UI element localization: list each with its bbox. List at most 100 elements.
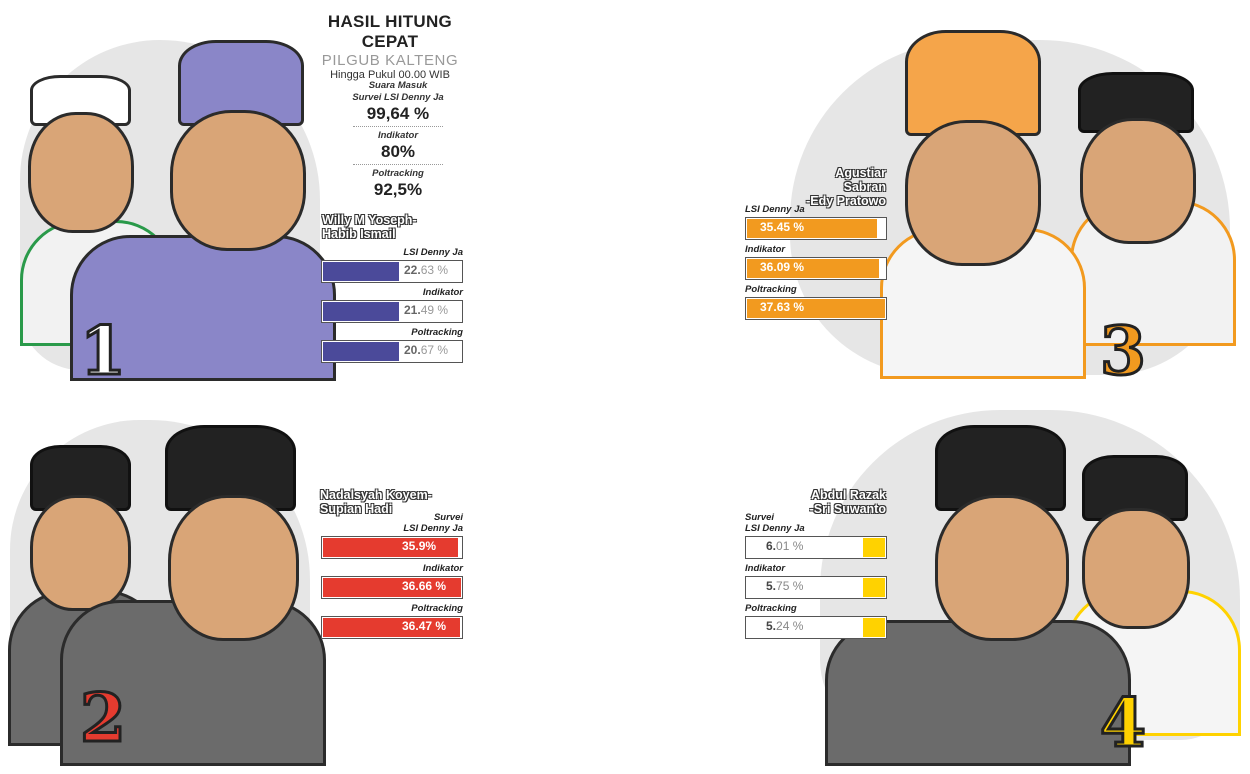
bar-fill [747, 299, 885, 318]
candidate-3-name-line2: -Edy Pratowo [806, 194, 886, 208]
bar-value-int: 5. [766, 579, 777, 593]
bar-value-int: 36. [402, 619, 419, 633]
data-in-label-1b: Survei LSI Denny Ja [352, 92, 444, 103]
bar-value-label: 36.66 % [402, 579, 446, 593]
candidate-2-front-face [168, 495, 299, 641]
chart-title: HASIL HITUNG CEPAT [327, 12, 453, 51]
candidate-4-rear-face [1082, 508, 1190, 629]
survey-label: LSI Denny Ja [403, 247, 463, 258]
survey-label: Indikator [745, 563, 786, 574]
bar-value-int: 35. [760, 220, 777, 234]
bar-value-int: 6. [766, 539, 777, 553]
bar-value-dec: 09 % [776, 260, 805, 274]
candidate-2-name-line2: Supian Hadi [320, 502, 393, 516]
bar-track: 35.45 % [745, 217, 887, 240]
candidate-2-name: Nadalsyah Koyem- Supian Hadi [320, 488, 432, 516]
data-in-value-3: 92,5% [373, 180, 423, 199]
survey-label: Indikator [745, 244, 786, 255]
bar-value-label: 20.67 % [404, 343, 448, 357]
data-in-value-1: 99,64 % [366, 104, 430, 123]
bar-track: 36.09 % [745, 257, 887, 280]
survey-label-prefix: Survei [433, 512, 463, 523]
candidate-4-number: 4 [1099, 684, 1148, 762]
survey-label: Poltracking [745, 284, 797, 295]
candidate-3-survey-bars: LSI Denny Ja 35.45 % Indikator 36.09 % Poltr… [745, 204, 887, 324]
candidate-1-front-face [170, 110, 306, 251]
bar-value-int: 21. [404, 303, 421, 317]
data-in-label-1a: Suara Masuk [368, 80, 428, 91]
bar-value-label: 22.63 % [404, 263, 448, 277]
divider [353, 164, 443, 165]
bar-track: 36.47 % [321, 616, 463, 639]
bar-value-dec: 67 % [420, 343, 449, 357]
chart-subtitle: PILGUB KALTENG [321, 52, 459, 69]
survey-label: Indikator [422, 287, 463, 298]
candidate-1-name: Willy M Yoseph- Habib Ismail [322, 213, 417, 241]
bar-value-dec: 63 % [776, 300, 805, 314]
bar-track: 5.24 % [745, 616, 887, 639]
bar-value-int: 5. [766, 619, 777, 633]
bar-track: 6.01 % [745, 536, 887, 559]
candidate-2-rear-face [30, 495, 131, 611]
bar-fill [747, 219, 877, 238]
bar-value-label: 6.01 % [766, 539, 803, 553]
bar-value-label: 37.63 % [760, 300, 804, 314]
header: HASIL HITUNG CEPAT PILGUB KALTENG Hingga… [300, 12, 480, 81]
bar-value-dec: 01 % [776, 539, 804, 553]
candidate-3-front-hat [905, 30, 1041, 136]
bar-value-int: 35. [402, 539, 419, 553]
survey-label-prefix: Survei [745, 512, 775, 523]
bar-fill [863, 618, 885, 637]
bar-track: 35.9% [321, 536, 463, 559]
candidate-2-name-line1: Nadalsyah Koyem- [320, 488, 432, 502]
candidate-2-number: 2 [79, 679, 128, 757]
candidate-1-rear-face [28, 112, 134, 233]
bar-value-dec: 66 % [418, 579, 447, 593]
bar-value-dec: 75 % [776, 579, 804, 593]
data-in-label-2: Indikator [377, 130, 419, 141]
bar-value-label: 5.75 % [766, 579, 803, 593]
candidate-1-front-body [70, 235, 336, 381]
time-note: Hingga Pukul 00.00 WIB [330, 69, 450, 81]
bar-value-int: 36. [402, 579, 419, 593]
bar-track: 22.63 % [321, 260, 463, 283]
data-in-label-3: Poltracking [372, 168, 424, 179]
bar-value-label: 5.24 % [766, 619, 803, 633]
survey-label: LSI Denny Ja [745, 523, 805, 534]
bar-value-label: 36.09 % [760, 260, 804, 274]
candidate-1-survey-bars: LSI Denny Ja 22.63 % Indikator 21.49 % Poltr… [321, 247, 463, 367]
bar-value-dec: 63 % [420, 263, 449, 277]
bar-track: 21.49 % [321, 300, 463, 323]
bar-value-dec: 45 % [776, 220, 805, 234]
data-in-value-2: 80% [380, 142, 416, 161]
bar-value-int: 22. [404, 263, 421, 277]
bar-fill [323, 262, 399, 281]
candidate-3-number: 3 [1099, 312, 1148, 390]
bar-value-dec: 9% [418, 539, 437, 553]
bar-value-label: 21.49 % [404, 303, 448, 317]
bar-fill [863, 578, 885, 597]
candidate-4-name-line1: Abdul Razak [810, 488, 886, 502]
data-in-panel: Suara Masuk Survei LSI Denny Ja 99,64 % … [348, 80, 448, 200]
candidate-1-number: 1 [79, 312, 128, 390]
survey-label: Poltracking [745, 603, 797, 614]
bar-value-label: 35.9% [402, 539, 436, 553]
candidate-4-name-line2: -Sri Suwanto [809, 502, 886, 516]
bar-value-dec: 49 % [420, 303, 449, 317]
bar-track: 36.66 % [321, 576, 463, 599]
bar-fill [323, 618, 460, 637]
bar-track: 20.67 % [321, 340, 463, 363]
survey-label: LSI Denny Ja [745, 204, 805, 215]
candidate-3-name-line1: Agustiar Sabran [835, 166, 886, 194]
bar-value-dec: 24 % [776, 619, 804, 633]
candidate-4-survey-bars: Survei LSI Denny Ja 6.01 % Indikator 5.75 % P… [745, 512, 887, 643]
bar-track: 5.75 % [745, 576, 887, 599]
candidate-1-name-line1: Willy M Yoseph- [322, 213, 417, 227]
candidate-3-front-face [905, 120, 1041, 266]
bar-fill [323, 302, 399, 321]
candidate-4-name: Abdul Razak -Sri Suwanto [790, 488, 886, 516]
survey-label: Poltracking [411, 327, 463, 338]
candidate-2-survey-bars: Survei LSI Denny Ja 35.9% Indikator 36.66 % P… [321, 512, 463, 643]
survey-label: Indikator [422, 563, 463, 574]
survey-label: LSI Denny Ja [403, 523, 463, 534]
